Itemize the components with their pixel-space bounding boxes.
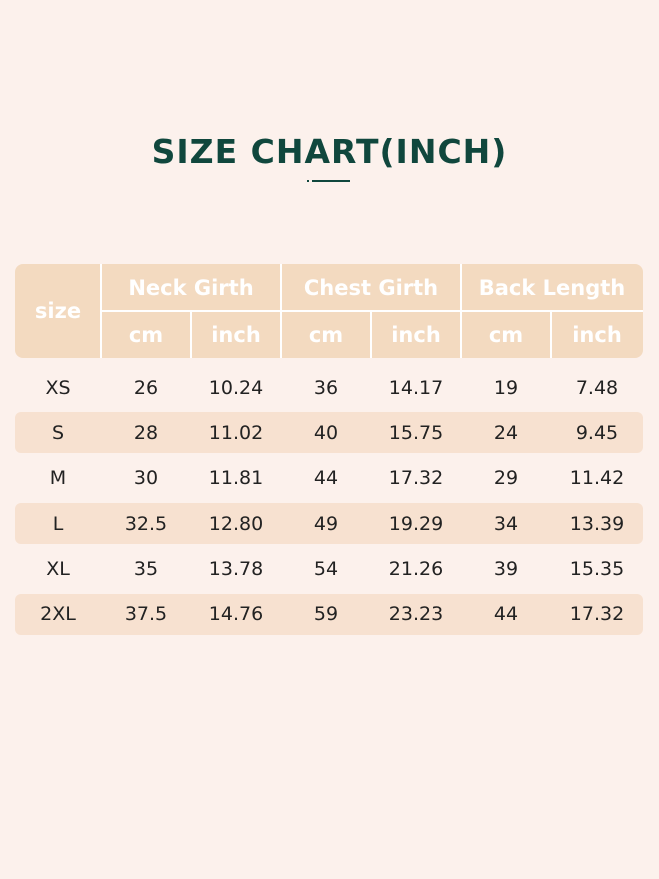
title-underline: [312, 180, 350, 182]
cell-back-cm: 19: [493, 376, 519, 399]
cell-size: XS: [45, 376, 71, 399]
cell-neck-inch: 13.78: [208, 558, 264, 581]
cell-back-inch: 13.39: [569, 512, 625, 535]
header-divider: [550, 311, 552, 358]
cell-back-cm: 29: [493, 467, 519, 490]
cell-back-cm: 34: [493, 512, 519, 535]
unit-header-back-cm: cm: [488, 322, 524, 347]
table-row: XL 35 13.78 54 21.26 39 15.35: [15, 549, 643, 590]
cell-size: 2XL: [40, 603, 76, 626]
cell-neck-cm: 32.5: [124, 512, 168, 535]
cell-neck-inch: 10.24: [208, 376, 264, 399]
cell-back-cm: 39: [493, 558, 519, 581]
group-header-back-length: Back Length: [478, 275, 626, 300]
cell-chest-inch: 14.17: [388, 376, 444, 399]
cell-chest-inch: 21.26: [388, 558, 444, 581]
cell-neck-cm: 26: [133, 376, 159, 399]
unit-header-back-inch: inch: [572, 322, 622, 347]
table-row: L 32.5 12.80 49 19.29 34 13.39: [15, 503, 643, 545]
cell-back-inch: 9.45: [575, 421, 619, 444]
table-header: size Neck Girth Chest Girth Back Length …: [15, 264, 643, 358]
cell-neck-cm: 30: [133, 467, 159, 490]
unit-header-neck-cm: cm: [128, 322, 164, 347]
header-divider: [101, 310, 643, 312]
cell-back-inch: 11.42: [569, 467, 625, 490]
cell-neck-inch: 11.81: [208, 467, 264, 490]
cell-neck-cm: 35: [133, 558, 159, 581]
cell-neck-cm: 37.5: [124, 603, 168, 626]
cell-neck-inch: 14.76: [208, 603, 264, 626]
header-divider: [190, 311, 192, 358]
title-decoration-dot: [307, 180, 309, 182]
cell-chest-cm: 44: [313, 467, 339, 490]
cell-back-inch: 7.48: [575, 376, 619, 399]
table-row: S 28 11.02 40 15.75 24 9.45: [15, 412, 643, 454]
cell-chest-cm: 54: [313, 558, 339, 581]
cell-back-inch: 17.32: [569, 603, 625, 626]
cell-chest-cm: 36: [313, 376, 339, 399]
unit-header-chest-inch: inch: [391, 322, 441, 347]
cell-chest-inch: 23.23: [388, 603, 444, 626]
unit-header-neck-inch: inch: [211, 322, 261, 347]
cell-back-cm: 44: [493, 603, 519, 626]
cell-neck-inch: 12.80: [208, 512, 264, 535]
cell-back-inch: 15.35: [569, 558, 625, 581]
group-header-neck-girth: Neck Girth: [128, 275, 254, 300]
cell-size: XL: [46, 558, 70, 581]
cell-neck-inch: 11.02: [208, 421, 264, 444]
cell-chest-cm: 40: [313, 421, 339, 444]
unit-header-chest-cm: cm: [308, 322, 344, 347]
table-body: XS 26 10.24 36 14.17 19 7.48 S 28 11.02 40 15.75 24 9…: [15, 367, 643, 635]
size-chart-table: size Neck Girth Chest Girth Back Length …: [15, 264, 643, 639]
cell-chest-cm: 59: [313, 603, 339, 626]
cell-chest-cm: 49: [313, 512, 339, 535]
cell-size: L: [52, 512, 64, 535]
size-column-header: size: [34, 299, 82, 323]
cell-back-cm: 24: [493, 421, 519, 444]
table-row: M 30 11.81 44 17.32 29 11.42: [15, 458, 643, 499]
cell-chest-inch: 17.32: [388, 467, 444, 490]
cell-chest-inch: 15.75: [388, 421, 444, 444]
page-title: SIZE CHART(INCH): [151, 132, 508, 171]
cell-chest-inch: 19.29: [388, 512, 444, 535]
table-row: XS 26 10.24 36 14.17 19 7.48: [15, 367, 643, 408]
cell-neck-cm: 28: [133, 421, 159, 444]
group-header-chest-girth: Chest Girth: [303, 275, 439, 300]
cell-size: S: [51, 421, 65, 444]
cell-size: M: [49, 467, 67, 490]
table-row: 2XL 37.5 14.76 59 23.23 44 17.32: [15, 593, 643, 635]
header-divider: [370, 311, 372, 358]
